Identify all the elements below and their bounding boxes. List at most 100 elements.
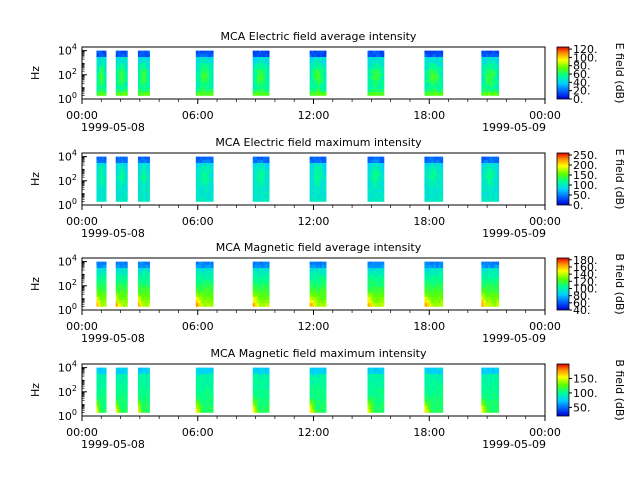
data-pass (309, 367, 327, 413)
x-tick-label: 00:00 (529, 320, 561, 333)
colorbar-tick-label: 0. (573, 93, 584, 106)
y-tick-label: 102 (58, 278, 77, 293)
y-axis-label: Hz (29, 66, 42, 80)
data-pass (195, 156, 214, 202)
data-pass (96, 50, 107, 96)
colorbar-label: E field (dB) (613, 149, 626, 210)
data-pass (481, 50, 500, 96)
y-axis-label: Hz (29, 172, 42, 186)
colorbar-tick-label: 200. (573, 159, 598, 172)
y-tick-label: 100 (58, 91, 77, 106)
data-pass (367, 367, 385, 413)
data-pass (137, 156, 150, 202)
colorbar-tick-label: 0. (573, 199, 584, 212)
data-pass (115, 156, 128, 202)
data-pass (252, 156, 270, 202)
panel-title: MCA Magnetic field average intensity (216, 241, 422, 254)
data-pass (424, 367, 444, 413)
colorbar-tick-label: 60. (573, 68, 591, 81)
x-date-end: 1999-05-09 (482, 121, 546, 134)
colorbar-label: E field (dB) (613, 43, 626, 104)
colorbar-tick-label: 120. (573, 275, 598, 288)
colorbar-tick-label: 150. (573, 169, 598, 182)
y-tick-label: 100 (58, 302, 77, 317)
data-pass (252, 261, 270, 307)
colorbar-tick-label: 40. (573, 76, 591, 89)
x-date-end: 1999-05-09 (482, 332, 546, 345)
colorbar-tick-label: 100. (573, 179, 598, 192)
x-tick-label: 00:00 (66, 320, 98, 333)
y-tick-label: 100 (58, 408, 77, 423)
data-pass (96, 156, 107, 202)
colorbar-label: B field (dB) (613, 359, 626, 420)
x-tick-label: 12:00 (298, 320, 330, 333)
y-tick-label: 102 (58, 173, 77, 188)
x-tick-label: 18:00 (413, 109, 445, 122)
y-tick-label: 102 (58, 384, 77, 399)
x-date-start: 1999-05-08 (81, 121, 145, 134)
data-pass (195, 50, 214, 96)
colorbar-tick-label: 60. (573, 297, 591, 310)
colorbar-tick-label: 250. (573, 149, 598, 162)
colorbar-tick-label: 100. (573, 51, 598, 64)
colorbar-tick-label: 120. (573, 43, 598, 56)
y-tick-label: 104 (58, 43, 77, 58)
x-tick-label: 18:00 (413, 320, 445, 333)
x-tick-label: 06:00 (182, 109, 214, 122)
colorbar: 40.60.80.100.120.140.160.180. B field (dB… (556, 253, 626, 317)
data-pass (481, 156, 500, 202)
data-pass (481, 261, 500, 307)
data-pass (309, 261, 327, 307)
data-pass (115, 261, 128, 307)
x-tick-label: 06:00 (182, 215, 214, 228)
data-pass (424, 50, 444, 96)
y-tick-label: 104 (58, 149, 77, 164)
x-date-end: 1999-05-09 (482, 438, 546, 451)
data-pass (367, 50, 385, 96)
x-tick-label: 00:00 (66, 109, 98, 122)
data-pass (424, 261, 444, 307)
colorbar: 0.20.40.60.80.100.120. E field (dB) (556, 43, 626, 106)
data-pass (137, 367, 150, 413)
panel-1: MCA Electric field average intensity 100 1… (29, 30, 626, 134)
panel-3: MCA Magnetic field average intensity 100 1… (29, 241, 626, 345)
x-tick-label: 06:00 (182, 426, 214, 439)
x-date-start: 1999-05-08 (81, 332, 145, 345)
x-tick-label: 12:00 (298, 109, 330, 122)
colorbar-tick-label: 50. (573, 189, 591, 202)
data-pass (309, 156, 327, 202)
x-tick-label: 00:00 (529, 215, 561, 228)
panel-title: MCA Magnetic field maximum intensity (211, 347, 427, 360)
colorbar: 0.50.100.150.200.250. E field (dB) (556, 149, 626, 212)
x-date-start: 1999-05-08 (81, 227, 145, 240)
x-tick-label: 12:00 (298, 426, 330, 439)
colorbar-tick-label: 50. (573, 401, 591, 414)
x-tick-label: 00:00 (529, 109, 561, 122)
colorbar-tick-label: 140. (573, 268, 598, 281)
colorbar-tick-label: 40. (573, 304, 591, 317)
colorbar: 50.100. 150. B field (dB) (556, 359, 626, 421)
data-pass (96, 261, 107, 307)
panel-4: MCA Magnetic field maximum intensity 100 1… (29, 347, 626, 451)
data-pass (115, 367, 128, 413)
x-tick-label: 00:00 (529, 426, 561, 439)
colorbar-tick-label: 150. (573, 372, 598, 385)
data-pass (195, 367, 214, 413)
colorbar-tick-label: 180. (573, 254, 598, 267)
colorbar-tick-label: 80. (573, 290, 591, 303)
data-pass (481, 367, 500, 413)
data-pass (137, 50, 150, 96)
y-axis-label: Hz (29, 383, 42, 397)
data-pass (115, 50, 128, 96)
data-pass (96, 367, 107, 413)
x-tick-label: 00:00 (66, 215, 98, 228)
y-tick-label: 102 (58, 67, 77, 82)
data-pass (195, 261, 214, 307)
panel-title: MCA Electric field average intensity (221, 30, 417, 43)
x-tick-label: 18:00 (413, 215, 445, 228)
panel-title: MCA Electric field maximum intensity (215, 136, 422, 149)
x-tick-label: 00:00 (66, 426, 98, 439)
data-pass (137, 261, 150, 307)
colorbar-tick-label: 160. (573, 261, 598, 274)
